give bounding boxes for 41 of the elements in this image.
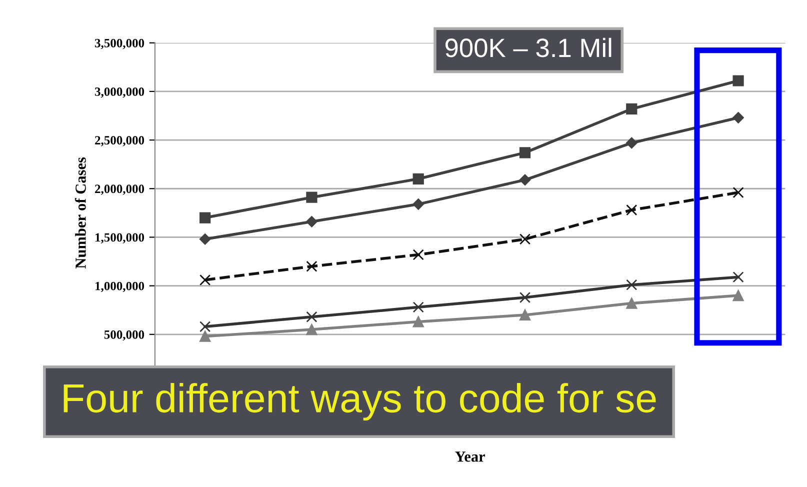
point — [412, 316, 424, 328]
point — [626, 103, 638, 114]
point — [626, 279, 638, 290]
point — [732, 290, 744, 302]
y-tick-label: 1,000,000 — [96, 282, 144, 292]
point — [732, 272, 744, 283]
point — [412, 173, 424, 184]
point — [306, 324, 318, 336]
point — [412, 249, 424, 260]
y-tick-label: 3,000,000 — [95, 87, 144, 98]
point — [732, 75, 744, 86]
text: Four different ways to code for se — [64, 383, 656, 421]
point — [306, 260, 318, 272]
point — [626, 298, 638, 309]
point — [732, 186, 744, 198]
point — [200, 330, 211, 342]
point — [306, 311, 318, 322]
annotation: 900K – 3.1 Mil — [445, 38, 612, 58]
point — [626, 137, 638, 149]
point — [519, 147, 531, 158]
point — [412, 302, 424, 313]
point — [200, 321, 211, 332]
point — [519, 234, 531, 245]
point — [306, 192, 318, 203]
y-tick-label: 2,500,000 — [95, 136, 144, 146]
point — [412, 198, 424, 210]
point — [306, 216, 318, 228]
point — [519, 292, 531, 304]
point — [732, 112, 744, 124]
point — [626, 204, 638, 216]
y-tick-label: 500,000 — [104, 330, 144, 341]
x-axis-title: Year — [455, 452, 486, 462]
point — [519, 309, 531, 321]
y-tick-label: 3,500,000 — [95, 38, 144, 50]
point — [200, 274, 211, 286]
y-axis-title: Number of Cases — [74, 157, 86, 269]
point — [519, 174, 531, 186]
y-tick-label: 2,000,000 — [95, 184, 144, 195]
point — [200, 212, 211, 224]
point — [199, 234, 211, 245]
y-tick-label: 1,500,000 — [96, 233, 144, 244]
